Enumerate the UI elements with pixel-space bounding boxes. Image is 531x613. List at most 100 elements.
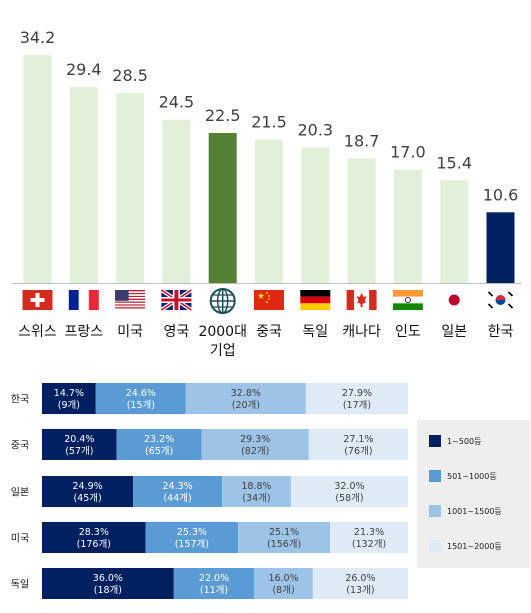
- segment-1-3: [185, 383, 306, 414]
- segment-4-4: [330, 522, 408, 553]
- category-label-5: 2000대: [198, 324, 247, 340]
- legend-label-2: 501~1000등: [447, 471, 497, 481]
- value-label-6: 21.5: [251, 113, 287, 132]
- segment-count-2-2: (65개): [145, 446, 173, 457]
- segment-5-1: [42, 568, 174, 599]
- segment-4-2: [145, 522, 239, 553]
- legend-item-1: 1~500등: [429, 434, 481, 448]
- segment-count-4-2: (157개): [175, 539, 209, 550]
- value-label-1: 34.2: [20, 28, 56, 47]
- bar-10: [440, 180, 469, 283]
- segment-count-1-1: (9개): [58, 400, 80, 411]
- segment-count-4-1: (176개): [77, 539, 111, 550]
- stacked-bar-chart: 한국 14.7%(9개) 24.6%(15개) 32.8%(20개) 27.9%(17개…: [11, 383, 408, 599]
- row-label-5: 독일: [11, 579, 29, 591]
- korea-flag: [485, 290, 516, 310]
- value-label-10: 15.4: [436, 153, 472, 172]
- segment-count-3-3: (34개): [242, 493, 270, 504]
- segment-4-3: [238, 522, 331, 553]
- legend-label-4: 1501~2000등: [447, 541, 502, 551]
- value-label-9: 17.0: [390, 143, 426, 162]
- row-label-4: 미국: [11, 533, 29, 545]
- segment-2-1: [42, 429, 117, 460]
- segment-count-2-3: (82개): [241, 446, 269, 457]
- segment-pct-2-4: 27.1%: [343, 434, 373, 445]
- segment-pct-5-2: 22.0%: [199, 573, 229, 584]
- segment-pct-4-1: 28.3%: [79, 527, 109, 538]
- segment-pct-5-3: 16.0%: [268, 573, 298, 584]
- legend-item-3: 1001~1500등: [429, 504, 502, 518]
- segment-pct-3-1: 24.9%: [72, 481, 102, 492]
- segment-count-1-3: (20개): [232, 400, 260, 411]
- row-label-1: 한국: [11, 394, 29, 406]
- row-label-2: 중국: [11, 440, 29, 452]
- segment-count-4-3: (156개): [267, 539, 301, 550]
- segment-pct-1-4: 27.9%: [342, 388, 372, 399]
- legend-swatch-2: [429, 470, 441, 482]
- segment-5-4: [312, 568, 408, 599]
- segment-pct-1-2: 24.6%: [126, 388, 156, 399]
- segment-count-2-4: (76개): [344, 446, 372, 457]
- japan-flag: [439, 290, 470, 310]
- category-label-8: 캐나다: [342, 324, 381, 340]
- segment-pct-3-4: 32.0%: [334, 481, 364, 492]
- category-label-9: 인도: [395, 324, 421, 340]
- category-label-4: 영국: [164, 324, 190, 340]
- segment-1-1: [42, 383, 96, 414]
- bar-9: [393, 169, 422, 283]
- france-flag: [68, 290, 99, 310]
- india-flag: [392, 290, 423, 310]
- globe-icon: [209, 288, 236, 314]
- segment-1-2: [95, 383, 186, 414]
- segment-3-3: [222, 476, 291, 507]
- value-label-2: 29.4: [66, 60, 102, 79]
- segment-pct-3-2: 24.3%: [163, 481, 193, 492]
- germany-flag: [300, 290, 331, 310]
- category-label-6: 중국: [256, 324, 282, 340]
- segment-pct-4-4: 21.3%: [354, 527, 384, 538]
- category-label-10: 일본: [441, 324, 467, 340]
- legend-box: 1~500등 501~1000등 1001~1500등 1501~2000등: [417, 420, 530, 568]
- legend-item-4: 1501~2000등: [429, 539, 502, 553]
- segment-pct-4-2: 25.3%: [177, 527, 207, 538]
- legend-label-3: 1001~1500등: [447, 506, 502, 516]
- value-label-11: 10.6: [483, 185, 519, 204]
- bar-2: [69, 87, 98, 283]
- segment-count-5-2: (11개): [200, 585, 228, 596]
- segment-count-3-4: (58개): [335, 493, 363, 504]
- segment-pct-1-3: 32.8%: [231, 388, 261, 399]
- legend-label-1: 1~500등: [447, 436, 482, 446]
- bar-4: [162, 119, 191, 283]
- segment-count-3-2: (44개): [163, 493, 191, 504]
- category-label-5-line2: 기업: [210, 343, 236, 359]
- segment-count-5-4: (13개): [346, 585, 374, 596]
- value-label-4: 24.5: [159, 93, 195, 112]
- segment-3-4: [290, 476, 408, 507]
- legend-swatch-1: [429, 435, 441, 447]
- segment-5-3: [254, 568, 313, 599]
- category-label-3: 미국: [117, 324, 143, 340]
- segment-pct-5-1: 36.0%: [93, 573, 123, 584]
- segment-count-2-1: (57개): [65, 446, 93, 457]
- segment-pct-3-3: 18.8%: [241, 481, 271, 492]
- china-flag: [254, 290, 284, 310]
- segment-pct-2-3: 29.3%: [240, 434, 270, 445]
- segment-2-4: [308, 429, 408, 460]
- segment-pct-2-2: 23.2%: [144, 434, 174, 445]
- segment-count-5-3: (8개): [272, 585, 294, 596]
- value-label-7: 20.3: [297, 121, 333, 140]
- segment-1-4: [305, 383, 408, 414]
- segment-2-2: [116, 429, 202, 460]
- category-label-7: 독일: [302, 324, 328, 340]
- bar-1: [23, 55, 52, 283]
- category-label-11: 한국: [488, 324, 514, 340]
- segment-count-1-4: (17개): [343, 400, 371, 411]
- segment-pct-2-1: 20.4%: [64, 434, 94, 445]
- segment-pct-4-3: 25.1%: [269, 527, 299, 538]
- segment-count-5-1: (18개): [94, 585, 122, 596]
- segment-count-3-1: (45개): [73, 493, 101, 504]
- legend-item-2: 501~1000등: [429, 469, 497, 483]
- usa-flag: [115, 290, 146, 310]
- category-label-2: 프랑스: [64, 324, 103, 340]
